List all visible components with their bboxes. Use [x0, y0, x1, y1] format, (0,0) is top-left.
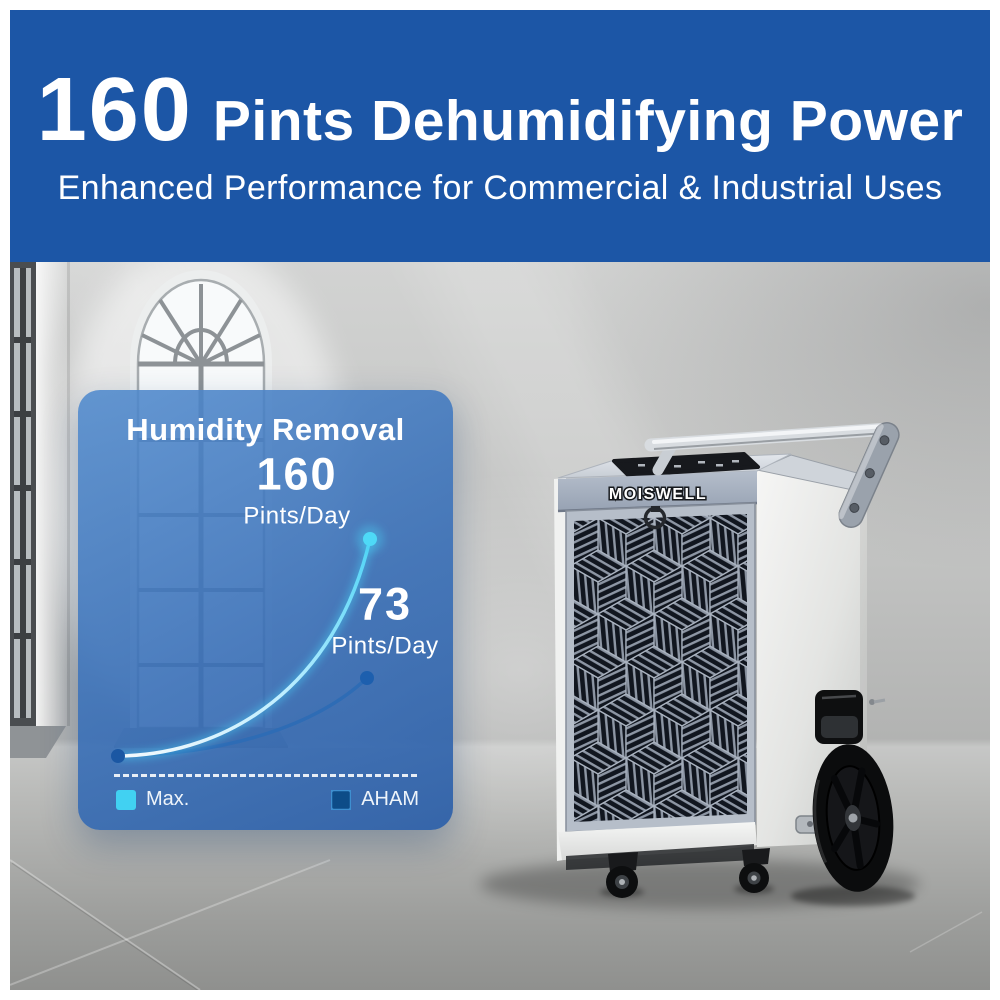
caster-wheel-right [734, 848, 774, 894]
max-unit: Pints/Day [243, 502, 351, 530]
comparison-chart [111, 525, 384, 763]
control-panel [612, 452, 760, 477]
aham-value-label: 73 Pints/Day [331, 582, 438, 659]
chart-legend: Max. AHAM [116, 788, 419, 811]
aham-end-dot [360, 671, 374, 685]
left-ledge [10, 726, 66, 758]
left-window-frame [10, 262, 70, 758]
headline: 160 Pints Dehumidifying Power [37, 65, 964, 155]
grille-cube-pattern [574, 514, 747, 822]
curve-start-dot [111, 749, 125, 763]
legend-item-aham: AHAM [331, 788, 419, 811]
legend-divider [114, 774, 417, 777]
brand-logo: MOISWELL [609, 486, 707, 503]
dehumidifier: MOISWELL [480, 422, 920, 909]
handle-bar [644, 422, 896, 452]
humidity-removal-card: Humidity Removal [78, 390, 453, 830]
aham-curve [116, 676, 369, 758]
headline-text: Pints Dehumidifying Power [212, 88, 964, 153]
transport-wheel [812, 744, 894, 892]
max-value: 160 [256, 448, 338, 500]
aham-value: 73 [357, 578, 413, 630]
room-photo: MOISWELL [10, 262, 990, 990]
card-title: Humidity Removal [126, 412, 405, 447]
headline-capacity-number: 160 [36, 59, 193, 160]
legend-max-label: Max. [146, 788, 190, 810]
aham-unit: Pints/Day [331, 632, 439, 660]
caster-wheel-left [600, 852, 644, 898]
push-handle [644, 422, 900, 528]
wheel-shadow [791, 886, 915, 906]
side-screw [869, 699, 875, 705]
legend-aham-label: AHAM [361, 788, 419, 810]
brand-band [558, 471, 757, 511]
max-curve [116, 537, 372, 758]
handle-bracket [837, 422, 900, 528]
max-swatch-icon [116, 789, 136, 810]
header-banner: 160 Pints Dehumidifying Power Enhanced P… [10, 10, 990, 262]
subheadline: Enhanced Performance for Commercial & In… [57, 168, 943, 207]
floor-seams [10, 859, 983, 990]
aham-swatch-icon [331, 789, 352, 810]
max-end-dot [363, 532, 377, 546]
legend-item-max: Max. [116, 788, 189, 811]
max-value-label: 160 Pints/Day [243, 452, 350, 529]
